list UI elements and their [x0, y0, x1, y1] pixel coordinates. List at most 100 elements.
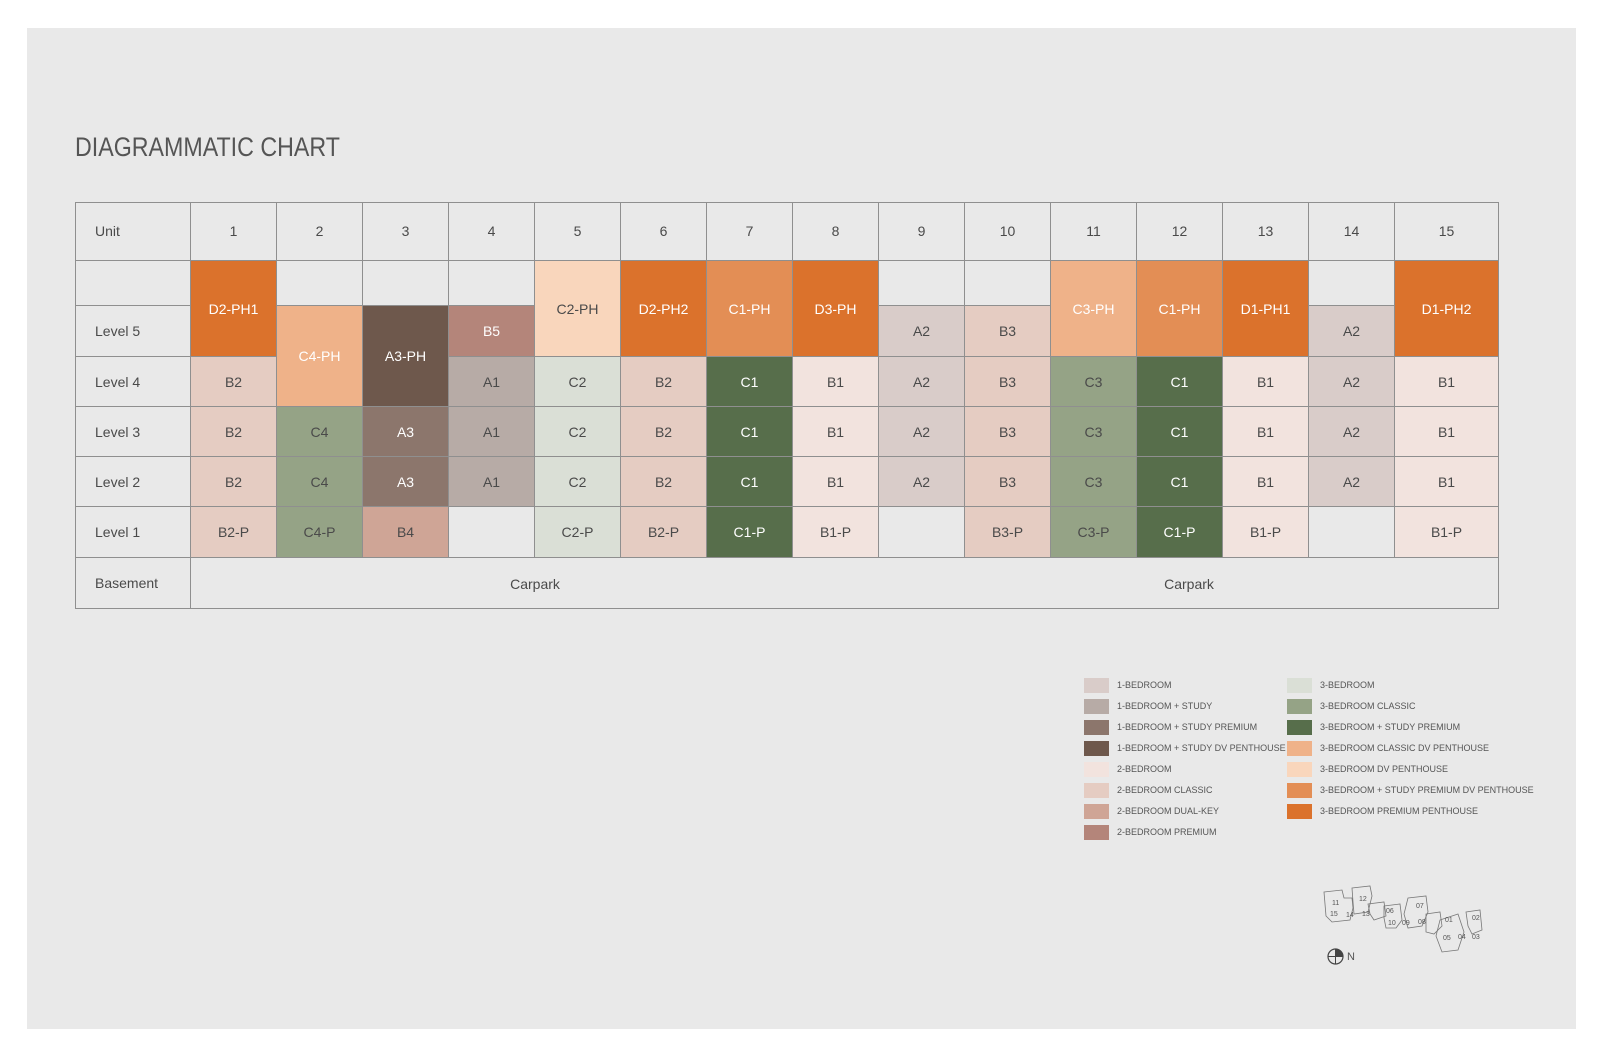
unit-header-5-text: 5	[573, 223, 582, 239]
unit-header-12: 12	[1137, 202, 1223, 261]
legend-swatch	[1084, 719, 1109, 735]
site-unit-label: 04	[1458, 934, 1466, 941]
unit-header-9: 9	[879, 202, 965, 261]
legend-item: 2-BEDROOM PREMIUM	[1084, 824, 1217, 840]
site-unit-label: 12	[1359, 896, 1367, 903]
legend-label: 2-BEDROOM CLASSIC	[1117, 785, 1213, 795]
unit-header-8: 8	[793, 202, 879, 261]
site-unit-label: 09	[1402, 920, 1410, 927]
unit-cell-c3-text: C3	[1084, 423, 1103, 440]
site-plan: 11 12 15 14 13 06 07 10 09 08 01 02 05 0…	[1322, 884, 1504, 969]
unit-cell-c2-p: C2-P	[535, 507, 621, 558]
unit-cell-b5-text: B5	[482, 323, 501, 339]
legend-swatch	[1287, 740, 1312, 756]
unit-cell-a2-text: A2	[912, 423, 931, 440]
unit-cell-a3-ph-text: A3-PH	[384, 348, 427, 364]
unit-cell-b1: B1	[793, 407, 879, 457]
unit-cell-c1-p: C1-P	[707, 507, 793, 558]
unit-cell-a2: A2	[879, 457, 965, 507]
empty-cell	[1309, 507, 1395, 558]
unit-cell-c1-text: C1	[740, 373, 759, 390]
unit-header-4-text: 4	[487, 223, 496, 239]
unit-cell-b2: B2	[191, 357, 277, 407]
legend-item: 1-BEDROOM + STUDY DV PENTHOUSE	[1084, 740, 1286, 756]
legend-label: 3-BEDROOM CLASSIC DV PENTHOUSE	[1320, 743, 1490, 753]
unit-cell-b3-text: B3	[998, 423, 1017, 440]
unit-cell-a3: A3	[363, 407, 449, 457]
unit-cell-b1: B1	[793, 457, 879, 507]
legend-swatch	[1287, 803, 1312, 819]
unit-cell-b2-text: B2	[654, 373, 673, 390]
carpark-label-right: Carpark	[879, 558, 1499, 609]
unit-cell-c2-text: C2	[568, 473, 587, 490]
legend-item: 1-BEDROOM + STUDY	[1084, 698, 1212, 714]
unit-cell-b1-p: B1-P	[793, 507, 879, 558]
carpark-label-left: Carpark	[191, 558, 879, 609]
unit-cell-b3: B3	[965, 306, 1051, 357]
unit-header-3: 3	[363, 202, 449, 261]
carpark-label-left-text: Carpark	[510, 575, 560, 592]
unit-cell-d2-ph1: D2-PH1	[191, 261, 277, 357]
legend-label: 3-BEDROOM + STUDY PREMIUM DV PENTHOUSE	[1320, 785, 1534, 795]
legend-label: 1-BEDROOM + STUDY DV PENTHOUSE	[1117, 743, 1286, 753]
page-title: DIAGRAMMATIC CHART	[75, 132, 340, 162]
unit-cell-a3: A3	[363, 457, 449, 507]
unit-cell-b1-text: B1	[826, 473, 845, 490]
unit-cell-b1: B1	[1395, 457, 1499, 507]
legend-swatch	[1287, 761, 1312, 777]
unit-header-10-text: 10	[999, 223, 1016, 239]
unit-header-6-text: 6	[659, 223, 668, 239]
unit-cell-d2-ph2-text: D2-PH2	[638, 300, 689, 317]
site-unit-label: 08	[1418, 919, 1426, 926]
unit-cell-b1-p-text: B1-P	[1430, 524, 1463, 540]
unit-cell-b1-p-text: B1-P	[1249, 524, 1282, 540]
unit-cell-c1: C1	[1137, 457, 1223, 507]
unit-cell-a2-text: A2	[1342, 323, 1361, 339]
unit-cell-b1-p: B1-P	[1223, 507, 1309, 558]
unit-cell-c3: C3	[1051, 357, 1137, 407]
legend-swatch	[1287, 698, 1312, 714]
legend-label: 2-BEDROOM DUAL-KEY	[1117, 806, 1220, 816]
unit-header-15-text: 15	[1438, 223, 1455, 239]
basement-label: Basement	[75, 558, 191, 609]
unit-cell-a2: A2	[1309, 457, 1395, 507]
unit-cell-b1-p-text: B1-P	[819, 524, 852, 540]
unit-cell-a1: A1	[449, 407, 535, 457]
legend-item: 3-BEDROOM PREMIUM PENTHOUSE	[1287, 803, 1478, 819]
unit-cell-a1: A1	[449, 457, 535, 507]
unit-cell-c1-text: C1	[1170, 373, 1189, 390]
unit-cell-a3-ph: A3-PH	[363, 306, 449, 407]
unit-cell-b3-text: B3	[998, 473, 1017, 490]
compass-icon	[1327, 948, 1344, 965]
unit-cell-b2-p-text: B2-P	[647, 524, 680, 540]
unit-cell-c3: C3	[1051, 457, 1137, 507]
legend-label: 1-BEDROOM	[1117, 680, 1172, 690]
unit-header-1: 1	[191, 202, 277, 261]
row-label-level-5: Level 5	[75, 306, 191, 357]
unit-cell-a2-text: A2	[1342, 373, 1361, 390]
unit-cell-b4-text: B4	[396, 524, 415, 540]
unit-cell-a2-text: A2	[1342, 423, 1361, 440]
legend-item: 3-BEDROOM CLASSIC	[1287, 698, 1416, 714]
unit-cell-c1-text: C1	[740, 473, 759, 490]
legend-item: 1-BEDROOM	[1084, 677, 1172, 693]
unit-cell-b3: B3	[965, 457, 1051, 507]
carpark-row	[191, 558, 1499, 609]
unit-cell-d3-ph: D3-PH	[793, 261, 879, 357]
legend: 1-BEDROOM 1-BEDROOM + STUDY 1-BEDROOM + ST…	[1084, 677, 1544, 847]
empty-cell	[879, 261, 965, 306]
row-label-top	[75, 261, 191, 306]
legend-item: 2-BEDROOM	[1084, 761, 1172, 777]
site-unit-label: 13	[1362, 911, 1370, 918]
legend-label: 1-BEDROOM + STUDY	[1117, 701, 1213, 711]
legend-swatch	[1287, 782, 1312, 798]
north-indicator: N	[1327, 948, 1355, 965]
unit-cell-b1: B1	[1223, 457, 1309, 507]
unit-header-2-text: 2	[315, 223, 324, 239]
unit-cell-c1-ph: C1-PH	[1137, 261, 1223, 357]
unit-cell-d3-ph-text: D3-PH	[814, 300, 857, 317]
unit-cell-d2-ph1-text: D2-PH1	[208, 300, 259, 317]
row-label-level-3: Level 3	[75, 407, 191, 457]
legend-item: 3-BEDROOM CLASSIC DV PENTHOUSE	[1287, 740, 1489, 756]
